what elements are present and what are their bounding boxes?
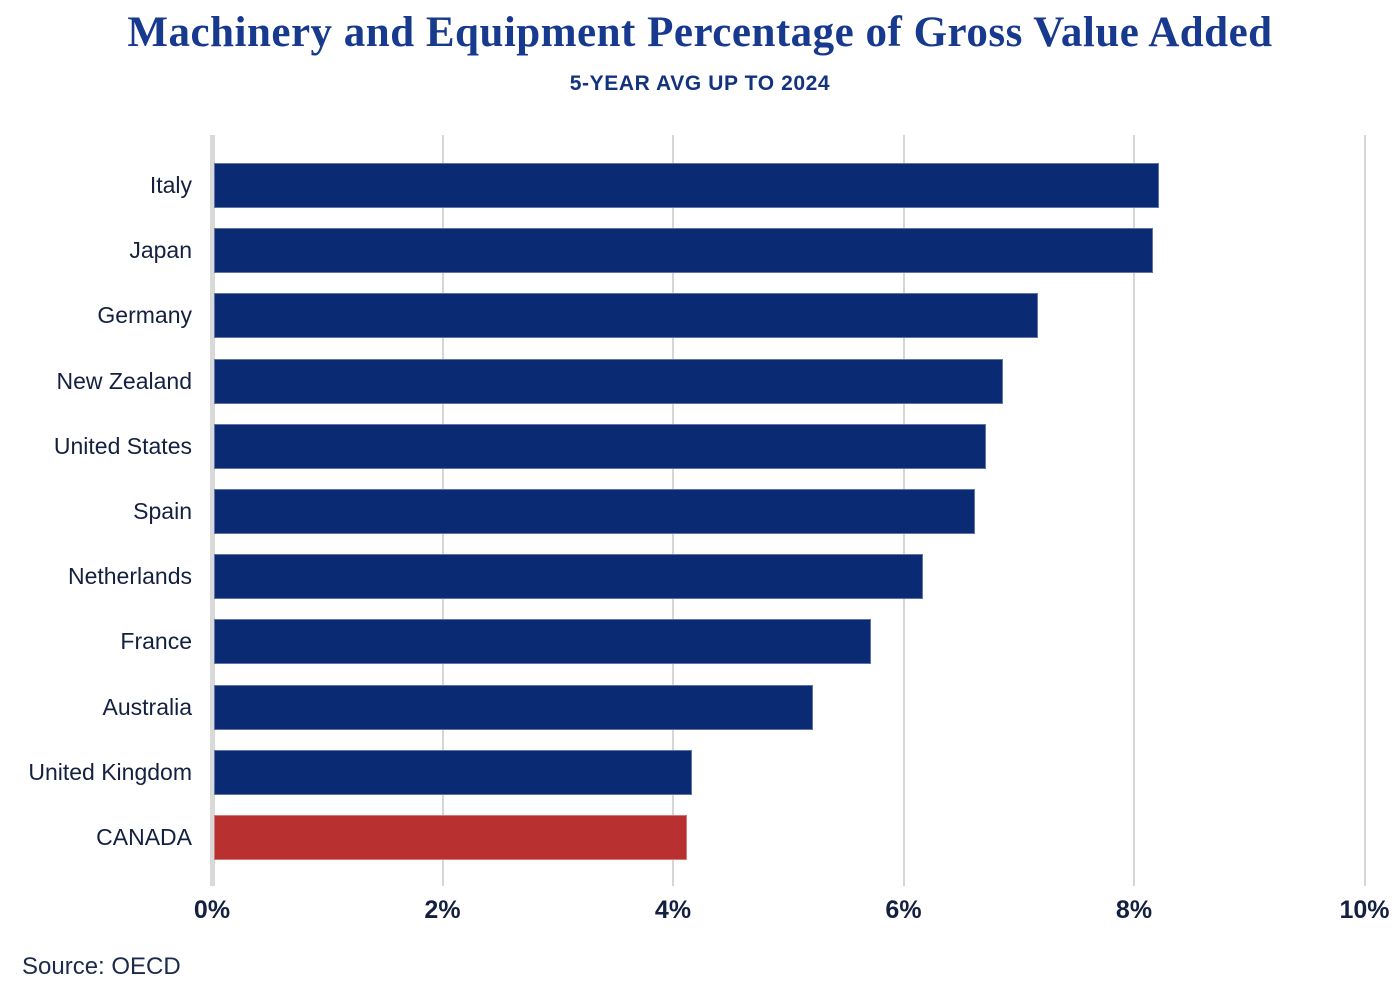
bar-germany <box>214 293 1039 339</box>
category-axis: Italy Japan Germany New Zealand United State… <box>0 135 192 886</box>
category-label-new-zealand: New Zealand <box>56 367 192 394</box>
category-label-united-states: United States <box>53 432 192 459</box>
bar-australia <box>214 684 814 730</box>
bar-italy <box>214 163 1160 208</box>
gridline-10pct <box>1363 135 1366 886</box>
source-note: Source: OECD <box>22 953 181 980</box>
category-label-japan: Japan <box>129 237 192 264</box>
bar-united-states <box>214 423 987 469</box>
category-label-australia: Australia <box>102 693 192 720</box>
x-tick-label-2pct: 2% <box>424 896 461 924</box>
y-axis-line <box>209 135 215 886</box>
bar-canada <box>214 815 687 860</box>
category-label-united-kingdom: United Kingdom <box>28 758 192 785</box>
category-label-netherlands: Netherlands <box>67 563 192 590</box>
bar-france <box>214 619 871 665</box>
chart-subtitle: 5-YEAR AVG UP TO 2024 <box>569 72 831 95</box>
x-tick-label-0pct: 0% <box>193 896 231 924</box>
bar-united-kingdom <box>214 749 693 795</box>
gridline-8pct <box>1133 135 1135 886</box>
category-label-germany: Germany <box>97 302 192 329</box>
bar-new-zealand <box>214 358 1004 404</box>
category-label-france: France <box>120 628 192 655</box>
bar-spain <box>214 489 975 534</box>
category-label-spain: Spain <box>133 498 192 524</box>
chart-title: Machinery and Equipment Percentage of Gr… <box>127 9 1273 56</box>
x-tick-label-10pct: 10% <box>1339 896 1390 924</box>
bar-japan <box>214 228 1154 274</box>
x-tick-label-6pct: 6% <box>885 896 922 924</box>
x-tick-label-4pct: 4% <box>654 896 692 924</box>
category-label-canada: CANADA <box>96 824 192 850</box>
category-label-italy: Italy <box>149 172 192 198</box>
plot-area: 0% 2% 4% 6% 8% 10% <box>194 135 1390 924</box>
bar-netherlands <box>214 554 923 600</box>
x-tick-label-8pct: 8% <box>1115 896 1153 924</box>
